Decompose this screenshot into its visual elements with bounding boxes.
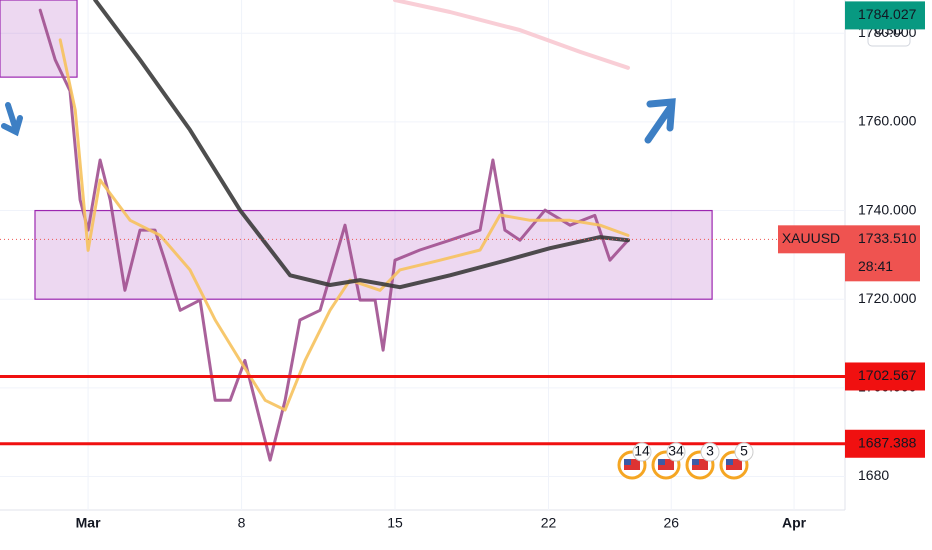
event-count-badge	[734, 442, 754, 462]
series-line	[58, 38, 630, 412]
series-line	[38, 8, 630, 462]
symbol-label-box	[778, 225, 845, 254]
x-tick-label: 22	[541, 515, 557, 531]
top-label: 1784.027	[858, 6, 917, 22]
arrow-up	[644, 98, 676, 144]
y-tick-label: 1740.000	[858, 201, 917, 217]
event-flag	[658, 459, 674, 470]
symbol-label: XAUUSD	[782, 230, 840, 246]
series-line	[393, 0, 630, 70]
x-tick-label: 26	[663, 515, 679, 531]
x-tick-label: Apr	[782, 515, 807, 531]
event-count: 3	[706, 443, 714, 459]
arrow-down	[1, 102, 23, 137]
top-label-box	[845, 1, 925, 30]
level-label-box	[845, 429, 925, 458]
event-count: 34	[668, 443, 684, 459]
event-count-badge	[666, 442, 686, 462]
level-label: 1687.388	[858, 434, 917, 450]
y-tick-label: 1720.000	[858, 290, 917, 306]
x-tick-label: Mar	[76, 515, 101, 531]
event-flag-canton	[726, 459, 733, 465]
x-tick-label: 15	[387, 515, 403, 531]
price-label: 1733.510	[858, 230, 917, 246]
event-flag	[624, 459, 640, 470]
countdown-label: 28:41	[858, 258, 893, 274]
event-count-badge	[632, 442, 652, 462]
level-label: 1702.567	[858, 367, 917, 383]
series-line	[93, 0, 630, 290]
event-flag-canton	[658, 459, 665, 465]
event-count: 5	[740, 443, 748, 459]
y-tick-label: 1680	[858, 467, 889, 483]
event-flag-canton	[692, 459, 699, 465]
event-count-badge	[700, 442, 720, 462]
level-label-box	[845, 362, 925, 391]
y-tick-label: 1760.000	[858, 113, 917, 129]
event-count: 14	[634, 443, 650, 459]
price-label-box	[845, 225, 920, 282]
event-flag	[726, 459, 742, 470]
x-tick-label: 8	[238, 515, 246, 531]
plot	[0, 0, 845, 510]
event-flag	[692, 459, 708, 470]
event-flag-canton	[624, 459, 631, 465]
